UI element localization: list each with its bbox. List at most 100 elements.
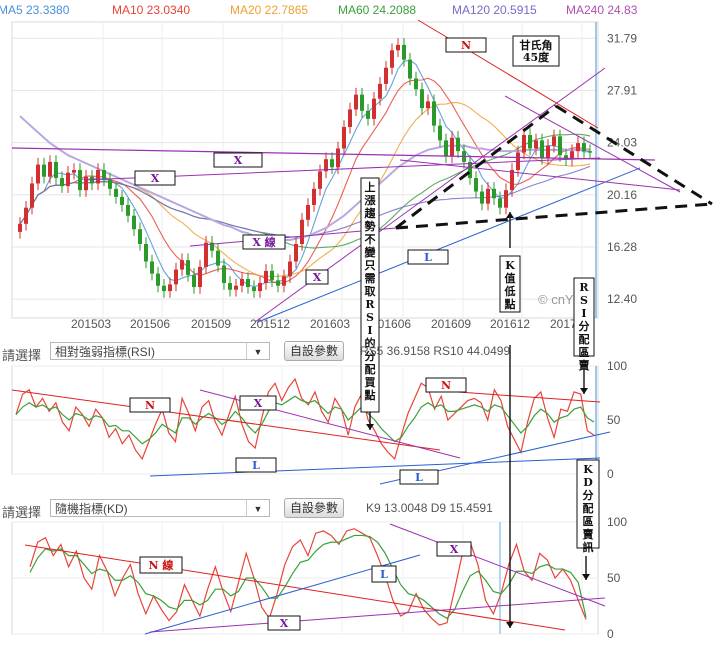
price-y-tick: 24.03	[607, 136, 637, 150]
candle-body	[150, 261, 154, 274]
candle-body	[66, 172, 70, 187]
candle-body	[534, 140, 538, 149]
label-kd-n: N 線	[149, 558, 174, 572]
candle-body	[240, 278, 244, 286]
uptrend-arrow-head	[366, 424, 374, 430]
label-uptrend-note: 勢	[365, 219, 376, 233]
kd-y-tick: 100	[607, 515, 627, 529]
label-kd-low-note: 點	[504, 297, 516, 311]
candle-body	[564, 155, 568, 160]
candle-body	[408, 59, 412, 79]
support-line-upper	[399, 159, 681, 191]
label-uptrend-note: 點	[364, 388, 376, 402]
label-kd-x-box	[436, 541, 472, 557]
candle-body	[378, 83, 382, 99]
candle-body	[486, 188, 490, 204]
candle-body	[396, 44, 400, 51]
candle-body	[402, 44, 406, 60]
candle-body	[198, 266, 202, 288]
label-kd-low-note: 值	[505, 271, 516, 285]
candle-body	[102, 170, 106, 180]
label-uptrend-note: 分	[365, 349, 376, 363]
candle-body	[282, 276, 286, 286]
ma10-legend: MA10 23.0340	[112, 3, 191, 17]
candle-body	[336, 148, 340, 168]
label-rsi-dist-note: R	[579, 281, 589, 294]
n-trendline	[417, 19, 599, 129]
triangle-edge	[395, 104, 557, 230]
price-x-tick: 201609	[431, 317, 471, 331]
candle-body	[522, 135, 526, 153]
candle-body	[414, 78, 418, 90]
rsi-y-tick: 100	[607, 359, 627, 373]
candle-body	[342, 126, 346, 149]
label-uptrend-note: 只	[365, 259, 376, 272]
moving-average-line	[19, 77, 591, 285]
kd-series-line	[29, 528, 587, 626]
rsi-n-trendline	[11, 389, 441, 451]
label-kd-x: X	[450, 543, 459, 556]
label-rsi-dist-note: S	[580, 294, 588, 307]
candle-body	[108, 179, 112, 189]
ma5-legend: MA5 23.3380	[0, 3, 70, 17]
rsi-dist-arrow-head	[580, 388, 588, 394]
candle-body	[156, 273, 160, 286]
label-kd-l: L	[380, 568, 388, 581]
kd-y-tick: 0	[607, 627, 614, 641]
candle-body	[204, 242, 208, 267]
price-candles	[18, 38, 592, 298]
candle-body	[546, 145, 550, 158]
price-x-tick: 201612	[490, 317, 530, 331]
rsi-custom-params-button[interactable]: 自設參數	[284, 341, 345, 361]
candle-body	[138, 229, 142, 244]
rsi-x-trendline	[199, 389, 461, 459]
label-kd-x2: X	[280, 617, 289, 630]
label-rsi-n2: N	[145, 399, 155, 412]
label-uptrend-note: 漲	[365, 193, 377, 207]
kd-values: K9 13.0048 D9 15.4591	[366, 501, 493, 515]
candle-body	[492, 188, 496, 199]
candle-body	[540, 140, 544, 158]
label-rsi-l-box	[235, 457, 277, 473]
label-x-line: X 線	[252, 235, 275, 249]
candle-body	[312, 188, 316, 205]
candle-body	[294, 244, 298, 262]
candle-body	[264, 270, 268, 284]
label-uptrend-note: 配	[365, 362, 376, 376]
candle-body	[246, 278, 250, 288]
label-kd-low-note: 低	[504, 284, 516, 298]
label-x-line-box	[242, 234, 286, 250]
candle-body	[180, 260, 184, 270]
price-y-tick: 12.40	[607, 292, 637, 306]
candle-body	[222, 265, 226, 284]
candle-body	[72, 170, 76, 173]
kd-indicator-select[interactable]: 隨機指標(KD) ▼	[50, 499, 270, 517]
kd-lines	[29, 528, 587, 626]
label-uptrend-note: 不	[365, 233, 376, 246]
candle-body	[570, 151, 574, 160]
kd-indicator-value: 隨機指標(KD)	[55, 502, 128, 516]
candle-body	[510, 170, 514, 191]
candle-body	[498, 198, 502, 208]
price-x-tick: 201606	[371, 317, 411, 331]
candle-body	[252, 287, 256, 292]
candle-body	[168, 284, 172, 292]
rsi-indicator-select[interactable]: 相對強弱指標(RSI) ▼	[50, 342, 270, 360]
label-kd-low-note: K	[505, 259, 515, 272]
candle-body	[30, 183, 34, 208]
candle-body	[126, 204, 130, 216]
candle-body	[552, 136, 556, 146]
label-rsi-dist-note: I	[581, 307, 586, 320]
label-x-left: X	[151, 172, 160, 185]
kd-custom-params-button[interactable]: 自設參數	[284, 498, 345, 518]
candle-body	[96, 170, 100, 184]
candle-body	[234, 285, 238, 290]
label-l-main: L	[424, 251, 432, 264]
label-uptrend-note: 需	[365, 272, 376, 285]
rsi-l-trendline	[149, 457, 601, 477]
watermark: © cnY	[538, 292, 574, 307]
ma240-line	[19, 115, 590, 241]
candle-body	[270, 270, 274, 281]
